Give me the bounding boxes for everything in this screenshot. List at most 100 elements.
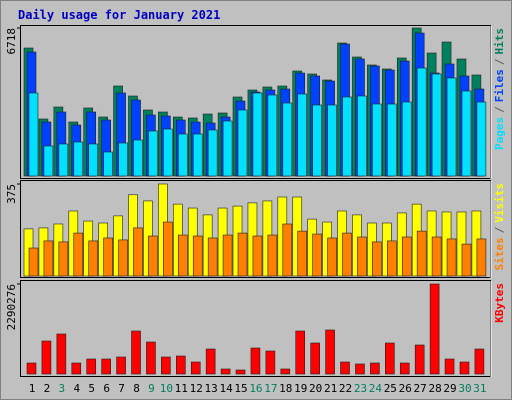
bar [459,361,470,375]
bar [73,232,84,277]
bar [237,232,248,277]
bar [312,104,322,177]
x-tick-label: 27 [414,382,427,395]
bar [133,139,143,177]
x-tick-label: 30 [458,382,471,395]
bar [192,133,203,177]
x-tick-label: 7 [118,382,125,395]
bar [116,356,126,375]
x-tick-label: 22 [339,382,352,395]
x-tick-label: 8 [133,382,140,395]
x-tick-label: 23 [354,382,367,395]
bar [73,141,84,177]
bar [370,362,380,375]
bar [118,239,128,277]
x-tick-label: 3 [59,382,66,395]
x-tick-label: 16 [249,382,262,395]
bar [461,243,472,277]
bar [327,237,337,277]
bar [205,348,216,375]
chart-title: Daily usage for January 2021 [18,8,220,22]
bar [297,230,308,277]
bar [280,368,291,375]
bar [282,102,293,177]
x-tick-label: 4 [73,382,80,395]
bar [357,95,367,177]
x-tick-label: 31 [473,382,486,395]
y-tick-label: 6718 [5,28,18,55]
bar [429,283,440,375]
legend-entry: Pages [493,117,506,150]
bar [163,128,173,177]
x-tick-label: 6 [103,382,110,395]
bar [312,233,322,277]
bar [176,355,186,375]
bar [222,234,233,277]
bar [26,362,37,375]
x-tick-label: 25 [384,382,397,395]
x-tick-label: 19 [294,382,307,395]
bar [207,237,218,277]
bar [131,330,141,375]
bar [192,235,203,277]
bar [372,241,382,277]
x-tick-label: 20 [309,382,322,395]
legend-entry: KBytes [493,283,506,323]
bar [267,94,278,177]
bar [178,234,188,277]
bar [446,238,457,277]
bar [265,350,276,375]
bar [148,130,158,177]
bar [235,369,246,375]
bar [28,247,39,277]
x-tick-label: 18 [279,382,292,395]
bar [222,120,233,177]
x-tick-label: 12 [190,382,203,395]
bar [163,221,173,277]
bar [58,241,69,277]
bar [461,90,472,177]
bar [252,235,263,277]
bar [414,344,425,375]
x-tick-label: 24 [369,382,383,395]
legend: Sites / Visits [493,183,506,271]
bar [387,240,397,277]
y-tick-label: 2290276 [5,284,18,330]
x-tick-label: 17 [264,382,277,395]
x-tick-label: 26 [399,382,412,395]
bar [446,77,457,177]
bar [250,347,261,375]
bar [342,96,352,177]
bar [295,330,306,375]
x-tick-label: 21 [324,382,337,395]
x-tick-label: 11 [175,382,188,395]
bar [357,236,367,277]
x-tick-label: 5 [88,382,95,395]
legend: Pages / Files / Hits [493,28,506,150]
x-tick-label: 13 [205,382,218,395]
bar [401,101,412,177]
bar [71,362,82,375]
bar [431,236,442,277]
bar [146,341,156,375]
bar [327,104,337,177]
bar [86,358,97,375]
bar [372,103,382,177]
bar [444,358,455,375]
bar [325,329,335,375]
bar [88,143,99,177]
x-tick-label: 9 [148,382,155,395]
bar [41,340,52,375]
legend-entry: Sites [493,237,506,270]
x-tick-label: 1 [29,382,36,395]
bar [355,363,365,375]
legend-separator: / [493,58,506,65]
bar [220,368,231,375]
bar [474,348,485,375]
bar [148,235,158,277]
bar [399,362,410,375]
x-tick-label: 14 [219,382,233,395]
bar [237,109,248,177]
x-tick-label: 2 [44,382,51,395]
